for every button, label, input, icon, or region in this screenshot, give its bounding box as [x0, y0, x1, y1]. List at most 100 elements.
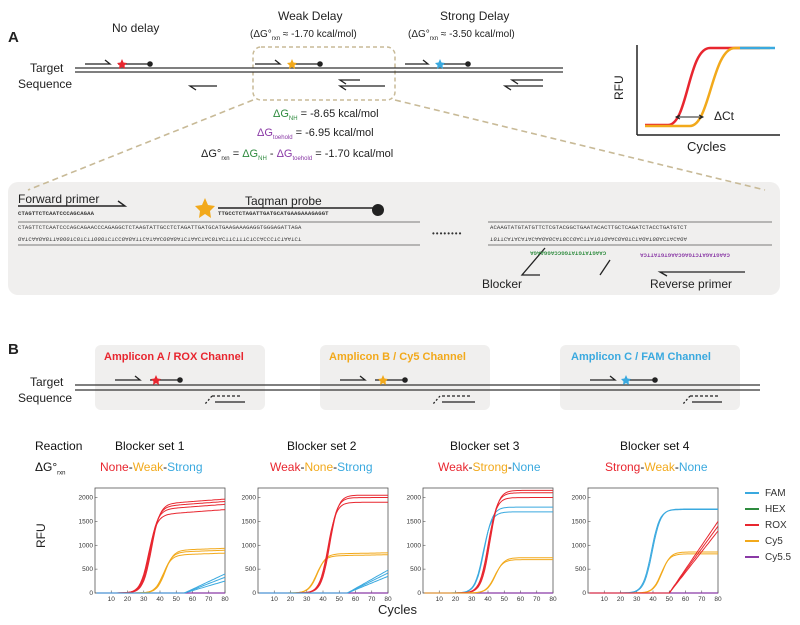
fwd-primer-2 — [255, 59, 282, 65]
x-tick-label: 10 — [601, 596, 609, 603]
detail-quencher-icon — [372, 204, 384, 216]
y-tick-label: 500 — [245, 566, 256, 573]
target-label-a2: Sequence — [18, 77, 73, 91]
y-tick-label: 1000 — [79, 542, 94, 549]
b-quencher-b — [402, 377, 408, 383]
forward-primer-label: Forward primer — [18, 192, 100, 206]
x-tick-label: 80 — [714, 596, 722, 603]
legend-cy55: Cy5.5 — [745, 552, 791, 563]
x-tick-label: 20 — [452, 596, 460, 603]
amplicon-b-label: Amplicon B / Cy5 Channel — [329, 351, 466, 363]
set-2-order: Weak-None-Strong — [270, 460, 373, 474]
y-tick-label: 0 — [252, 590, 256, 597]
chart-frame-3 — [422, 487, 554, 594]
legend-rox: ROX — [745, 520, 787, 531]
x-tick-label: 20 — [287, 596, 295, 603]
rev-primer-2 — [337, 85, 385, 91]
x-tick-label: 20 — [124, 596, 132, 603]
y-tick-label: 1000 — [572, 542, 587, 549]
x-tick-label: 80 — [221, 596, 229, 603]
y-tick-label: 2000 — [242, 495, 257, 502]
star-red-icon — [117, 59, 127, 69]
x-tick-label: 60 — [189, 596, 197, 603]
x-tick-label: 30 — [303, 596, 311, 603]
taqman-probe-label: Taqman probe — [245, 194, 322, 208]
y-tick-label: 2000 — [572, 495, 587, 502]
x-tick-label: 70 — [533, 596, 541, 603]
set-3-order: Weak-Strong-None — [438, 460, 541, 474]
b-star-blue-icon — [621, 375, 631, 385]
reverse-primer-label: Reverse primer — [650, 277, 733, 291]
x-tick-label: 40 — [156, 596, 164, 603]
x-tick-label: 80 — [549, 596, 557, 603]
reaction-label: Reaction — [35, 439, 83, 453]
detail-blocker-arrow — [520, 247, 546, 276]
y-tick-label: 1500 — [242, 518, 257, 525]
b-fwd-primer-a — [115, 375, 142, 381]
projection-line-left — [27, 99, 254, 191]
star-orange-icon — [287, 59, 297, 69]
x-tick-label: 80 — [384, 596, 392, 603]
x-tick-label: 30 — [140, 596, 148, 603]
detail-rev-primer-tail — [599, 259, 611, 276]
detail-rev-primer-arrow — [657, 271, 745, 277]
x-tick-label: 70 — [698, 596, 706, 603]
star-blue-icon — [435, 59, 445, 69]
b-fwd-primer-b — [340, 375, 367, 381]
projection-line-right — [394, 99, 766, 191]
b-star-red-icon — [151, 375, 161, 385]
x-tick-label: 50 — [501, 596, 509, 603]
delta-ct-arrowhead-left — [674, 114, 681, 120]
seq-top-left: CTAGTTCTCAATCCCAGCAGAACCCAGAGGCTCTAAGTAT… — [18, 224, 302, 231]
mini-curve-red — [645, 46, 760, 127]
strong-delay-dg: (ΔG°rxn ≈ -3.50 kcal/mol) — [408, 29, 515, 43]
amplicon-a-label: Amplicon A / ROX Channel — [104, 351, 244, 363]
detail-fluorophore-icon — [195, 198, 215, 218]
y-tick-label: 1000 — [407, 542, 422, 549]
y-tick-label: 500 — [82, 566, 93, 573]
target-label-b1: Target — [30, 375, 64, 389]
seq-top-right: ACAAGTATGTATGTTCTCGTACGGCTGAATACACTTGCTC… — [490, 224, 688, 231]
y-tick-label: 1500 — [572, 518, 587, 525]
weak-delay-label: Weak Delay — [278, 9, 343, 23]
set-3-title: Blocker set 3 — [450, 439, 520, 453]
b-quencher-c — [652, 377, 658, 383]
set-4-order: Strong-Weak-None — [605, 460, 708, 474]
target-label-b2: Sequence — [18, 391, 73, 405]
x-tick-label: 10 — [108, 596, 116, 603]
mini-curve-orange — [645, 46, 770, 128]
x-tick-label: 20 — [617, 596, 625, 603]
delta-ct-arrowhead-right — [698, 114, 705, 120]
fwd-primer-1 — [85, 59, 112, 65]
b-fwd-primer-c — [590, 375, 617, 381]
y-tick-label: 2000 — [79, 495, 94, 502]
y-tick-label: 1500 — [79, 518, 94, 525]
b-star-orange-icon — [378, 375, 388, 385]
b-rev-a-tail — [204, 395, 213, 405]
legend-cy5: Cy5 — [745, 536, 783, 547]
amplicon-c-label: Amplicon C / FAM Channel — [571, 351, 711, 363]
set-4-title: Blocker set 4 — [620, 439, 690, 453]
y-tick-label: 0 — [417, 590, 421, 597]
weak-delay-dg: (ΔG°rxn ≈ -1.70 kcal/mol) — [250, 29, 357, 43]
x-tick-label: 40 — [319, 596, 327, 603]
quencher-dot-3 — [465, 61, 471, 67]
fwd-primer-3 — [405, 59, 430, 65]
weak-delay-highlight — [252, 46, 396, 101]
dg-nh-label: ΔGNH = -8.65 kcal/mol — [273, 108, 379, 123]
seq-fwd-primer: CTAGTTCTCAATCCCAGCAGAA — [18, 210, 95, 217]
rev-primer-1 — [187, 85, 217, 91]
x-tick-label: 40 — [484, 596, 492, 603]
set-1-order: None-Weak-Strong — [100, 460, 203, 474]
y-tick-label: 1000 — [242, 542, 257, 549]
x-tick-label: 50 — [336, 596, 344, 603]
no-delay-label: No delay — [112, 21, 160, 35]
detail-fwd-primer-arrow — [18, 200, 128, 207]
amplicon-c-box — [560, 345, 740, 410]
set-2-title: Blocker set 2 — [287, 439, 357, 453]
blocker-label: Blocker — [482, 277, 523, 291]
x-tick-label: 50 — [173, 596, 181, 603]
